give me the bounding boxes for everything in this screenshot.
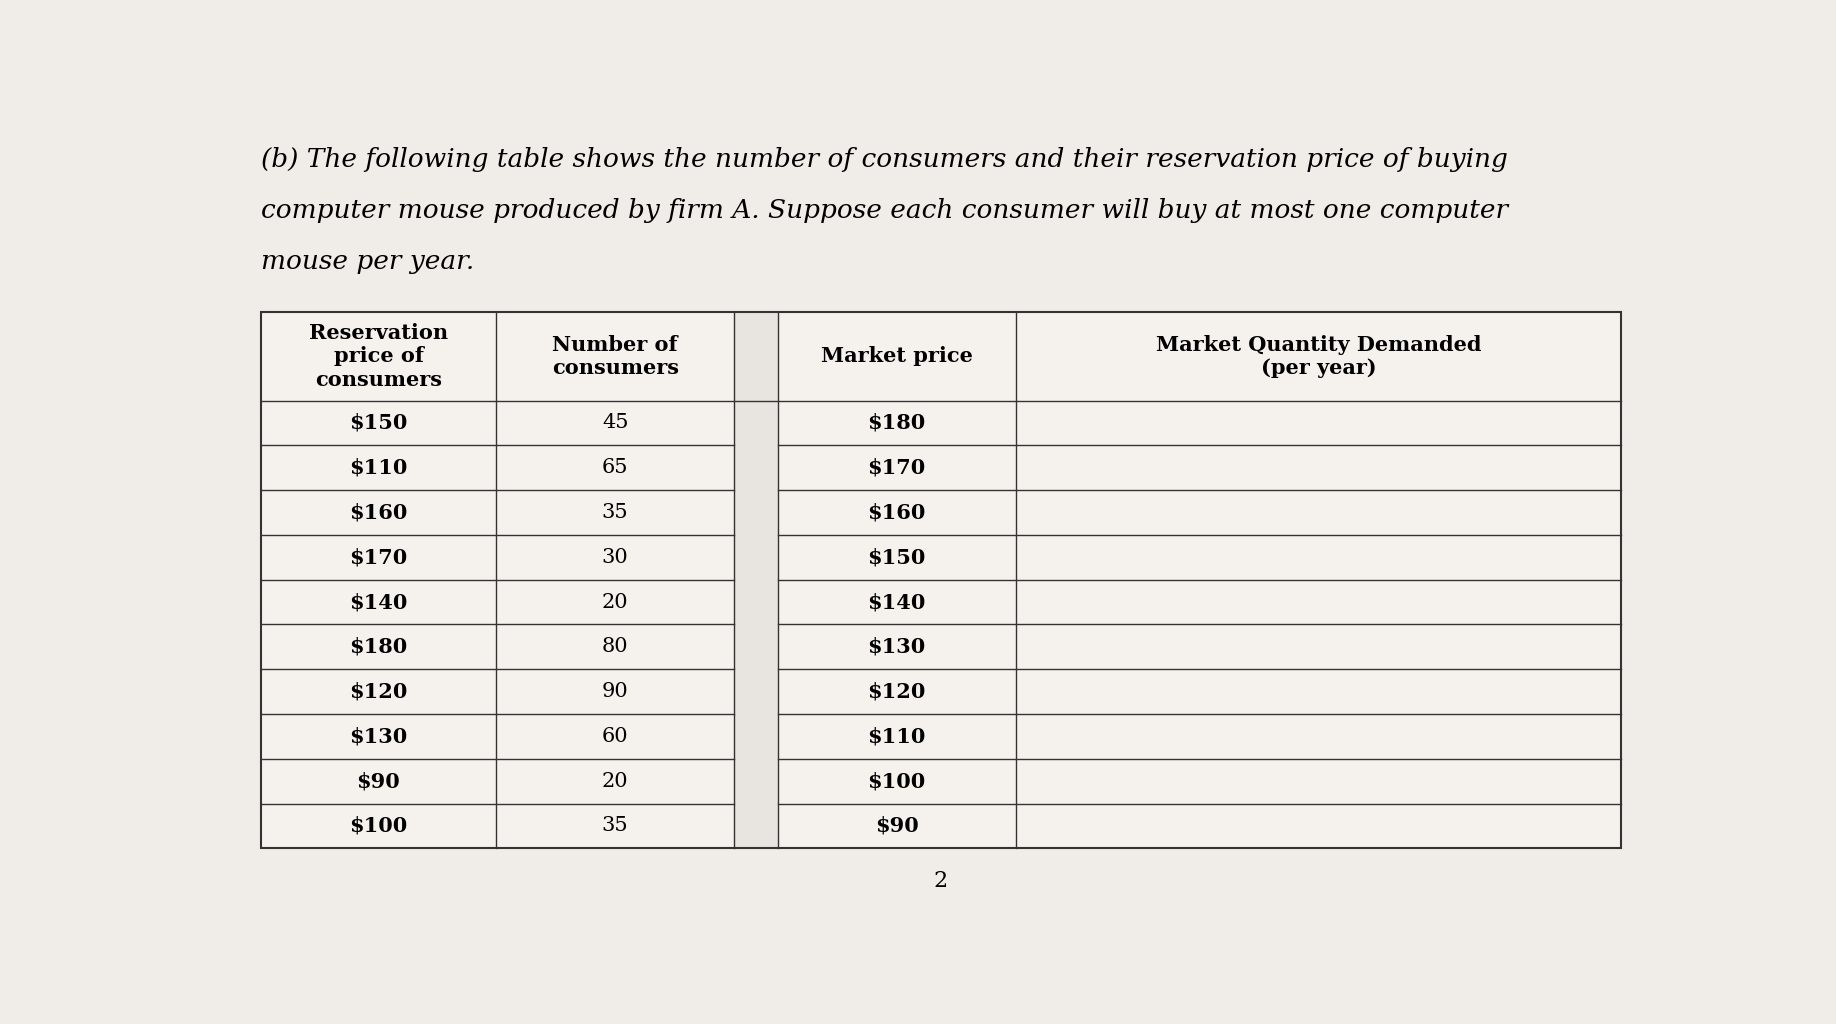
Text: $180: $180 bbox=[868, 413, 925, 433]
Text: $90: $90 bbox=[356, 771, 400, 792]
Text: $170: $170 bbox=[868, 458, 925, 478]
Text: Market price: Market price bbox=[821, 346, 973, 367]
Text: $160: $160 bbox=[868, 503, 925, 522]
Text: $160: $160 bbox=[349, 503, 408, 522]
Text: Reservation
price of
consumers: Reservation price of consumers bbox=[308, 324, 448, 389]
Text: 65: 65 bbox=[602, 458, 628, 477]
Text: 20: 20 bbox=[602, 593, 628, 611]
Text: (b) The following table shows the number of consumers and their reservation pric: (b) The following table shows the number… bbox=[261, 146, 1507, 172]
Text: mouse per year.: mouse per year. bbox=[261, 249, 474, 274]
Text: 80: 80 bbox=[602, 637, 628, 656]
Text: Market Quantity Demanded
(per year): Market Quantity Demanded (per year) bbox=[1155, 335, 1482, 378]
Text: 60: 60 bbox=[602, 727, 628, 745]
Text: 30: 30 bbox=[602, 548, 628, 566]
Text: $100: $100 bbox=[868, 771, 925, 792]
Text: $180: $180 bbox=[349, 637, 408, 656]
Text: 35: 35 bbox=[602, 503, 628, 522]
Text: 90: 90 bbox=[602, 682, 628, 701]
Text: $140: $140 bbox=[868, 592, 925, 612]
Text: $110: $110 bbox=[868, 726, 925, 746]
Text: computer mouse produced by firm A. Suppose each consumer will buy at most one co: computer mouse produced by firm A. Suppo… bbox=[261, 198, 1507, 223]
Text: $130: $130 bbox=[868, 637, 925, 656]
Text: $140: $140 bbox=[349, 592, 408, 612]
Text: 35: 35 bbox=[602, 816, 628, 836]
Bar bbox=[734, 312, 778, 848]
Text: $120: $120 bbox=[868, 682, 925, 701]
Text: $100: $100 bbox=[349, 816, 408, 836]
Text: $120: $120 bbox=[349, 682, 408, 701]
Text: $90: $90 bbox=[876, 816, 918, 836]
Text: $110: $110 bbox=[349, 458, 408, 478]
Text: 20: 20 bbox=[602, 772, 628, 791]
Text: Number of
consumers: Number of consumers bbox=[551, 335, 679, 378]
Text: 2: 2 bbox=[935, 869, 947, 892]
Text: $130: $130 bbox=[349, 726, 408, 746]
Text: $150: $150 bbox=[868, 547, 925, 567]
Text: $170: $170 bbox=[349, 547, 408, 567]
Text: 45: 45 bbox=[602, 414, 628, 432]
Text: $150: $150 bbox=[349, 413, 408, 433]
